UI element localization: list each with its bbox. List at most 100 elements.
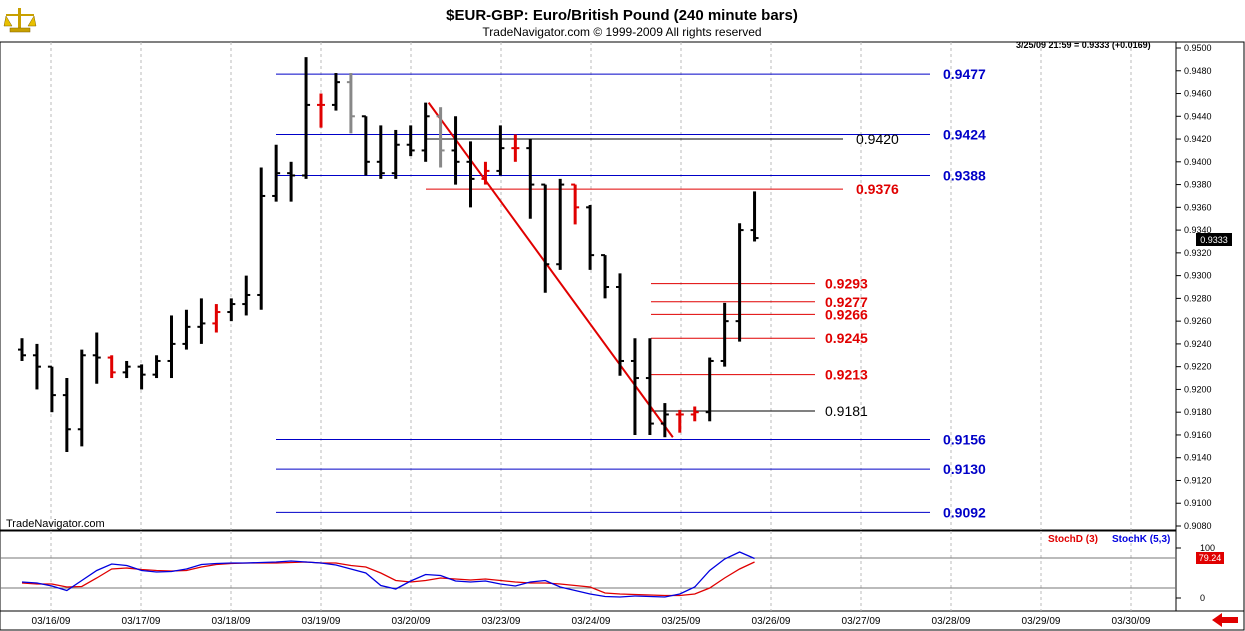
ohlc-bar xyxy=(541,183,550,293)
level-label-blue: 0.9156 xyxy=(943,432,986,448)
x-tick-label: 03/28/09 xyxy=(932,616,971,627)
ohlc-bar xyxy=(675,409,684,433)
stoch-value-label: 79.24 xyxy=(1199,553,1222,563)
ohlc-bar xyxy=(77,349,86,447)
ohlc-bar xyxy=(197,298,206,344)
price-axis xyxy=(1175,41,1245,612)
stochK-line xyxy=(21,551,755,598)
y-tick-label: 0.9200 xyxy=(1184,384,1212,394)
ohlc-bar xyxy=(287,161,296,202)
ohlc-bar xyxy=(376,125,385,179)
y-tick-label: 0.9500 xyxy=(1184,43,1212,53)
y-tick-label: 0.9460 xyxy=(1184,89,1212,99)
ohlc-bar xyxy=(720,302,729,367)
ohlc-bar xyxy=(182,309,191,350)
chart-subtitle: TradeNavigator.com © 1999-2009 All right… xyxy=(482,25,761,39)
x-tick-label: 03/19/09 xyxy=(302,616,341,627)
y-tick-label: 0.9440 xyxy=(1184,111,1212,121)
left-arrow-icon[interactable] xyxy=(1212,613,1238,627)
stoch-tick-label: 0 xyxy=(1200,593,1205,603)
ohlc-bar xyxy=(406,125,415,157)
y-tick-label: 0.9140 xyxy=(1184,453,1212,463)
ohlc-bar xyxy=(645,338,654,435)
stochD-legend: StochD (3) xyxy=(1048,534,1098,545)
ohlc-bar xyxy=(18,338,26,361)
ohlc-bar xyxy=(511,134,520,162)
y-tick-label: 0.9180 xyxy=(1184,407,1212,417)
level-label-black: 0.9181 xyxy=(825,403,868,419)
y-tick-label: 0.9300 xyxy=(1184,271,1212,281)
ohlc-bar xyxy=(391,129,400,179)
y-tick-label: 0.9320 xyxy=(1184,248,1212,258)
y-tick-label: 0.9380 xyxy=(1184,180,1212,190)
ohlc-bar xyxy=(705,357,714,422)
price-panel xyxy=(0,41,1177,531)
ohlc-bar xyxy=(32,343,41,390)
y-tick-label: 0.9220 xyxy=(1184,362,1212,372)
y-tick-label: 0.9080 xyxy=(1184,521,1212,531)
x-tick-label: 03/30/09 xyxy=(1112,616,1151,627)
y-tick-label: 0.9420 xyxy=(1184,134,1212,144)
y-tick-label: 0.9120 xyxy=(1184,475,1212,485)
ohlc-bar xyxy=(331,73,340,111)
x-tick-label: 03/23/09 xyxy=(482,616,521,627)
level-label-blue: 0.9424 xyxy=(943,126,986,142)
stoch-value-box xyxy=(1196,552,1224,564)
watermark-text: TradeNavigator.com xyxy=(6,518,105,530)
level-label-black: 0.9420 xyxy=(856,131,899,147)
ohlc-bar xyxy=(750,191,759,242)
x-tick-label: 03/17/09 xyxy=(122,616,161,627)
stochastic-panel xyxy=(0,530,1177,612)
ohlc-bar xyxy=(346,73,355,134)
level-label-red: 0.9213 xyxy=(825,367,868,383)
stoch-tick-label: 100 xyxy=(1200,543,1215,553)
stochD-line xyxy=(21,561,755,597)
level-label-blue: 0.9388 xyxy=(943,167,986,183)
ohlc-bar xyxy=(257,167,266,310)
ohlc-bar xyxy=(571,183,580,225)
ohlc-bar xyxy=(436,107,445,168)
balance-scale-icon[interactable] xyxy=(3,8,37,33)
y-tick-label: 0.9280 xyxy=(1184,293,1212,303)
x-tick-label: 03/29/09 xyxy=(1022,616,1061,627)
ohlc-bar xyxy=(690,406,699,422)
x-tick-label: 03/27/09 xyxy=(842,616,881,627)
ohlc-bar xyxy=(630,338,639,435)
level-label-red: 0.9277 xyxy=(825,294,868,310)
level-label-red: 0.9293 xyxy=(825,276,868,292)
last-price-label: 0.9333 xyxy=(1200,235,1228,245)
level-label-blue: 0.9130 xyxy=(943,461,986,477)
chart-title: $EUR-GBP: Euro/British Pound (240 minute… xyxy=(446,7,798,24)
y-tick-label: 0.9260 xyxy=(1184,316,1212,326)
ohlc-bar xyxy=(107,355,116,379)
last-price-box xyxy=(1196,233,1232,246)
ohlc-bar xyxy=(556,178,565,270)
date-axis xyxy=(0,610,1245,631)
ohlc-bar xyxy=(421,102,430,162)
level-label-blue: 0.9477 xyxy=(943,66,986,82)
ohlc-bar xyxy=(586,205,595,270)
x-tick-label: 03/16/09 xyxy=(32,616,71,627)
ohlc-bar xyxy=(601,254,610,299)
ohlc-bar xyxy=(47,365,56,413)
level-label-blue: 0.9092 xyxy=(943,504,986,520)
y-tick-label: 0.9360 xyxy=(1184,202,1212,212)
ohlc-bar xyxy=(481,161,490,185)
ohlc-bar xyxy=(735,223,744,342)
ohlc-bar xyxy=(272,144,281,202)
level-label-red: 0.9245 xyxy=(825,330,868,346)
ohlc-bar xyxy=(526,139,535,219)
ohlc-bar xyxy=(496,125,505,176)
ohlc-bar xyxy=(62,378,71,453)
ohlc-bar xyxy=(152,355,161,379)
ohlc-bar xyxy=(122,360,131,379)
level-label-red: 0.9376 xyxy=(856,181,899,197)
ohlc-bar xyxy=(212,304,221,333)
x-tick-label: 03/24/09 xyxy=(572,616,611,627)
ohlc-bar xyxy=(466,141,475,208)
ohlc-bar xyxy=(137,364,146,390)
y-tick-label: 0.9400 xyxy=(1184,157,1212,167)
y-tick-label: 0.9340 xyxy=(1184,225,1212,235)
stochK-legend: StochK (5,3) xyxy=(1112,534,1170,545)
